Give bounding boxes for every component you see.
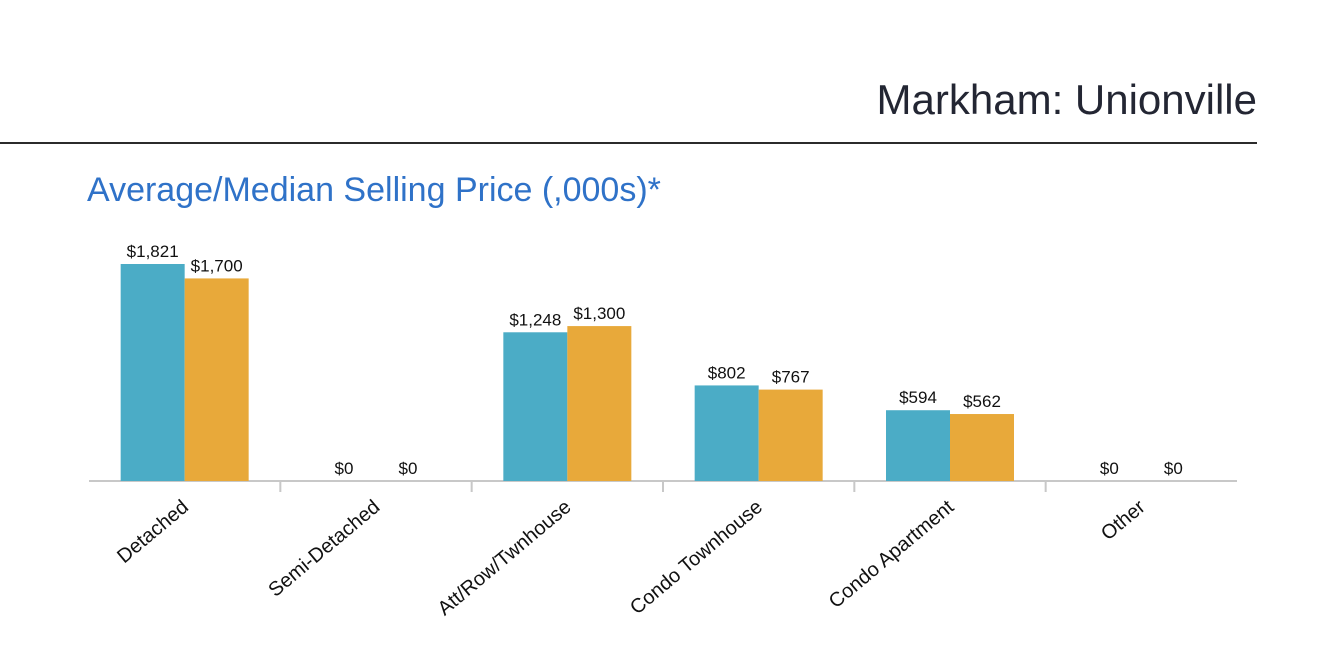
bar-median	[950, 414, 1014, 481]
bar-average	[120, 264, 185, 481]
category-label: Condo Townhouse	[626, 496, 767, 619]
category-label: Att/Row/Twnhouse	[434, 496, 576, 620]
bar-median	[184, 278, 249, 481]
data-label: $0	[399, 459, 418, 478]
data-label: $0	[335, 459, 354, 478]
data-label: $1,300	[573, 304, 625, 323]
data-label: $802	[708, 363, 746, 382]
chart-title: Average/Median Selling Price (,000s)*	[87, 171, 661, 209]
data-label: $0	[1164, 459, 1183, 478]
category-label: Detached	[113, 496, 193, 568]
category-label: Condo Apartment	[825, 496, 959, 613]
bar-average	[694, 385, 759, 481]
category-label: Other	[1097, 496, 1150, 545]
page-title: Markham: Unionville	[876, 76, 1257, 123]
data-label: $767	[772, 368, 810, 387]
bar-median	[567, 326, 632, 481]
category-label: Semi-Detached	[264, 496, 384, 601]
data-label: $1,821	[127, 242, 179, 261]
data-label: $594	[899, 388, 937, 407]
data-label: $1,700	[191, 256, 243, 275]
data-label: $0	[1100, 459, 1119, 478]
data-label: $1,248	[509, 310, 561, 329]
data-label: $562	[963, 392, 1001, 411]
bar-average	[886, 410, 950, 481]
title-divider	[0, 142, 1257, 144]
bar-average	[503, 332, 568, 481]
bar-median	[758, 389, 823, 481]
